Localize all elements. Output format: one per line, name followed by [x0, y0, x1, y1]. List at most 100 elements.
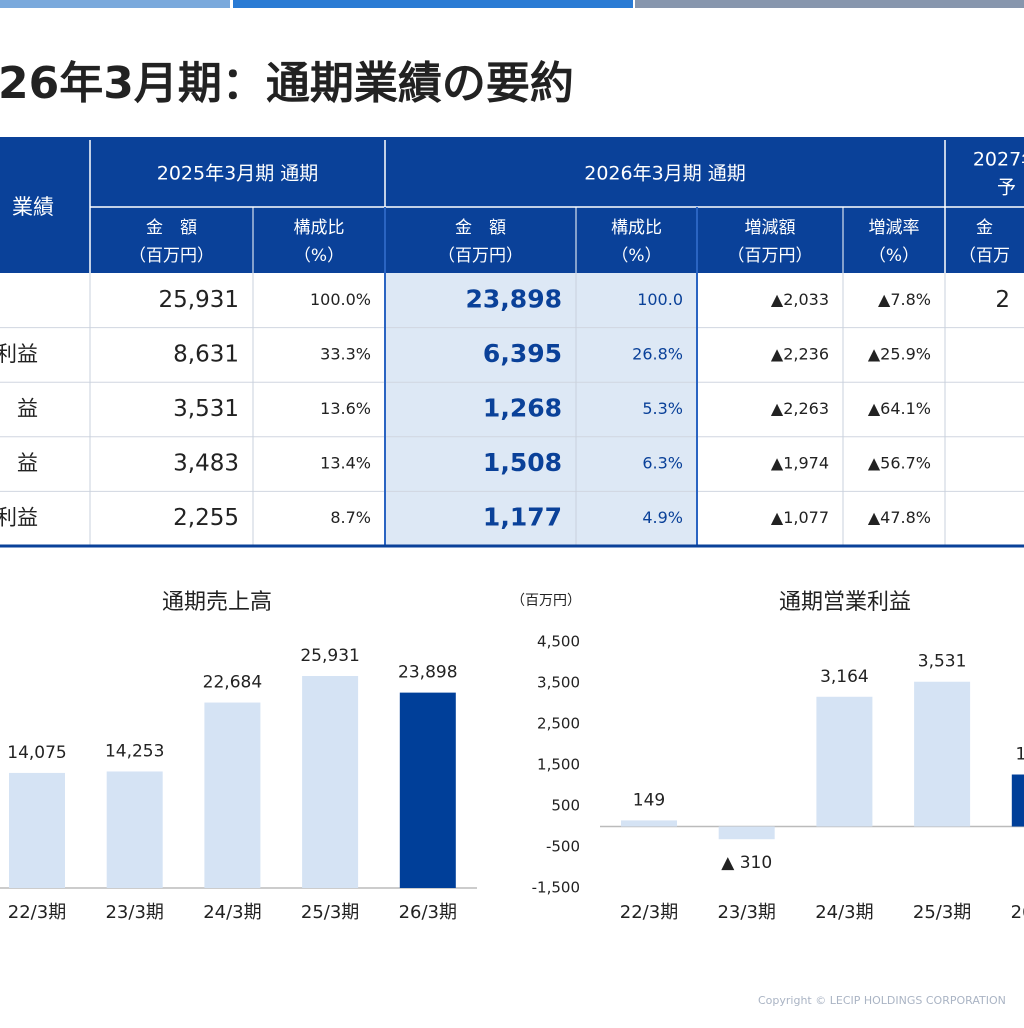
chart-title: 通期売上高 — [162, 590, 272, 615]
highlight-column — [385, 273, 697, 546]
group-header: 予 — [997, 177, 1016, 199]
sub-header: 金 — [976, 218, 993, 238]
bar — [718, 826, 775, 840]
sub-header: （%） — [294, 246, 344, 266]
table-cell: 3,531 — [173, 396, 239, 422]
bar — [621, 820, 677, 827]
value-label: 149 — [633, 790, 665, 810]
bar — [914, 681, 971, 827]
table-cell: ▲47.8% — [868, 508, 931, 527]
chart-title: 通期営業利益 — [779, 590, 911, 615]
y-tick-label: 1,500 — [537, 756, 580, 774]
table-cell: 3,483 — [173, 451, 239, 477]
value-label: 14,253 — [105, 741, 164, 761]
bar — [204, 702, 261, 888]
table-cell: ▲7.8% — [878, 290, 931, 309]
sub-header: （百万円） — [438, 246, 523, 266]
table-cell: 100.0 — [637, 290, 683, 309]
sub-header: （百万 — [959, 246, 1010, 266]
top-stripe — [635, 0, 1024, 8]
table-cell: ▲25.9% — [868, 344, 931, 363]
sub-header: （%） — [611, 246, 661, 266]
table-cell: 1,177 — [483, 503, 562, 532]
sub-header: 増減額 — [745, 218, 796, 238]
group-header: 2025年3月期 通期 — [157, 163, 318, 185]
sub-header: 金 額 — [146, 218, 197, 238]
value-label: 22,684 — [203, 673, 262, 693]
table-cell: 2 — [995, 287, 1010, 313]
slide-title: 26年3月期：通期業績の要約 — [0, 58, 574, 109]
x-tick-label: 23/3期 — [105, 902, 163, 923]
top-stripe — [233, 0, 633, 8]
value-label: 3,531 — [918, 652, 967, 672]
bar — [106, 771, 163, 888]
y-tick-label: 2,500 — [537, 715, 580, 733]
bar — [399, 692, 456, 888]
table-cell: ▲1,974 — [771, 454, 829, 473]
group-header: 業績 — [12, 195, 54, 219]
x-tick-label: 25/3期 — [913, 902, 971, 923]
value-label: 23,898 — [398, 663, 457, 683]
y-tick-label: -500 — [546, 838, 580, 856]
bar — [816, 696, 873, 827]
bar — [1011, 774, 1024, 827]
row-label: 益 — [17, 397, 38, 421]
table-cell: 1,508 — [483, 448, 562, 477]
sub-header: （百万円） — [728, 246, 813, 266]
table-cell: 13.4% — [320, 454, 371, 473]
table-cell: ▲1,077 — [771, 508, 829, 527]
table-cell: 6.3% — [642, 454, 683, 473]
y-tick-label: 500 — [551, 797, 580, 815]
y-tick-label: 4,500 — [537, 633, 580, 651]
x-tick-label: 24/3期 — [815, 902, 873, 923]
table-cell: 8.7% — [330, 508, 371, 527]
group-header: 2027年 — [973, 149, 1024, 171]
value-label: ▲ 310 — [721, 853, 772, 873]
y-axis-label: （百万円） — [511, 593, 581, 609]
sub-header: 構成比 — [294, 218, 345, 238]
group-header: 2026年3月期 通期 — [584, 163, 745, 185]
table-cell: 33.3% — [320, 344, 371, 363]
x-tick-label: 22/3期 — [8, 902, 66, 923]
x-tick-label: 23/3期 — [717, 902, 775, 923]
table-cell: 2,255 — [173, 505, 239, 531]
sub-header: （%） — [869, 246, 919, 266]
value-label: 14,075 — [7, 743, 66, 763]
table-cell: 8,631 — [173, 341, 239, 367]
table-cell: ▲2,263 — [771, 399, 829, 418]
value-label: 3,164 — [820, 667, 869, 687]
table-cell: ▲2,033 — [771, 290, 829, 309]
y-tick-label: -1,500 — [532, 879, 580, 897]
sub-header: 増減率 — [869, 218, 920, 238]
table-cell: 5.3% — [642, 399, 683, 418]
top-stripe — [0, 0, 230, 8]
table-cell: 13.6% — [320, 399, 371, 418]
table-cell: 100.0% — [310, 290, 371, 309]
sub-header: 金 額 — [455, 218, 506, 238]
x-tick-label: 26/3期 — [399, 902, 457, 923]
bar — [302, 676, 359, 888]
row-label: 利益 — [0, 506, 38, 530]
table-header-bg — [0, 137, 1024, 273]
row-label: 益 — [17, 451, 38, 475]
table-cell: ▲2,236 — [771, 344, 829, 363]
table-cell: 6,395 — [483, 339, 562, 368]
table-cell: ▲56.7% — [868, 454, 931, 473]
table-cell: 25,931 — [159, 287, 239, 313]
sub-header: （百万円） — [129, 246, 214, 266]
bar — [9, 772, 65, 888]
sub-header: 構成比 — [611, 218, 662, 238]
row-label: 利益 — [0, 342, 38, 366]
table-cell: 4.9% — [642, 508, 683, 527]
x-tick-label: 25/3期 — [301, 902, 359, 923]
copyright: Copyright © LECIP HOLDINGS CORPORATION — [758, 994, 1006, 1007]
y-tick-label: 3,500 — [537, 674, 580, 692]
table-cell: 26.8% — [632, 344, 683, 363]
value-label: 1,268 — [1015, 745, 1024, 765]
x-tick-label: 22/3期 — [620, 902, 678, 923]
value-label: 25,931 — [300, 646, 359, 666]
x-tick-label: 26/3期 — [1011, 902, 1024, 923]
table-cell: 1,268 — [483, 394, 562, 423]
